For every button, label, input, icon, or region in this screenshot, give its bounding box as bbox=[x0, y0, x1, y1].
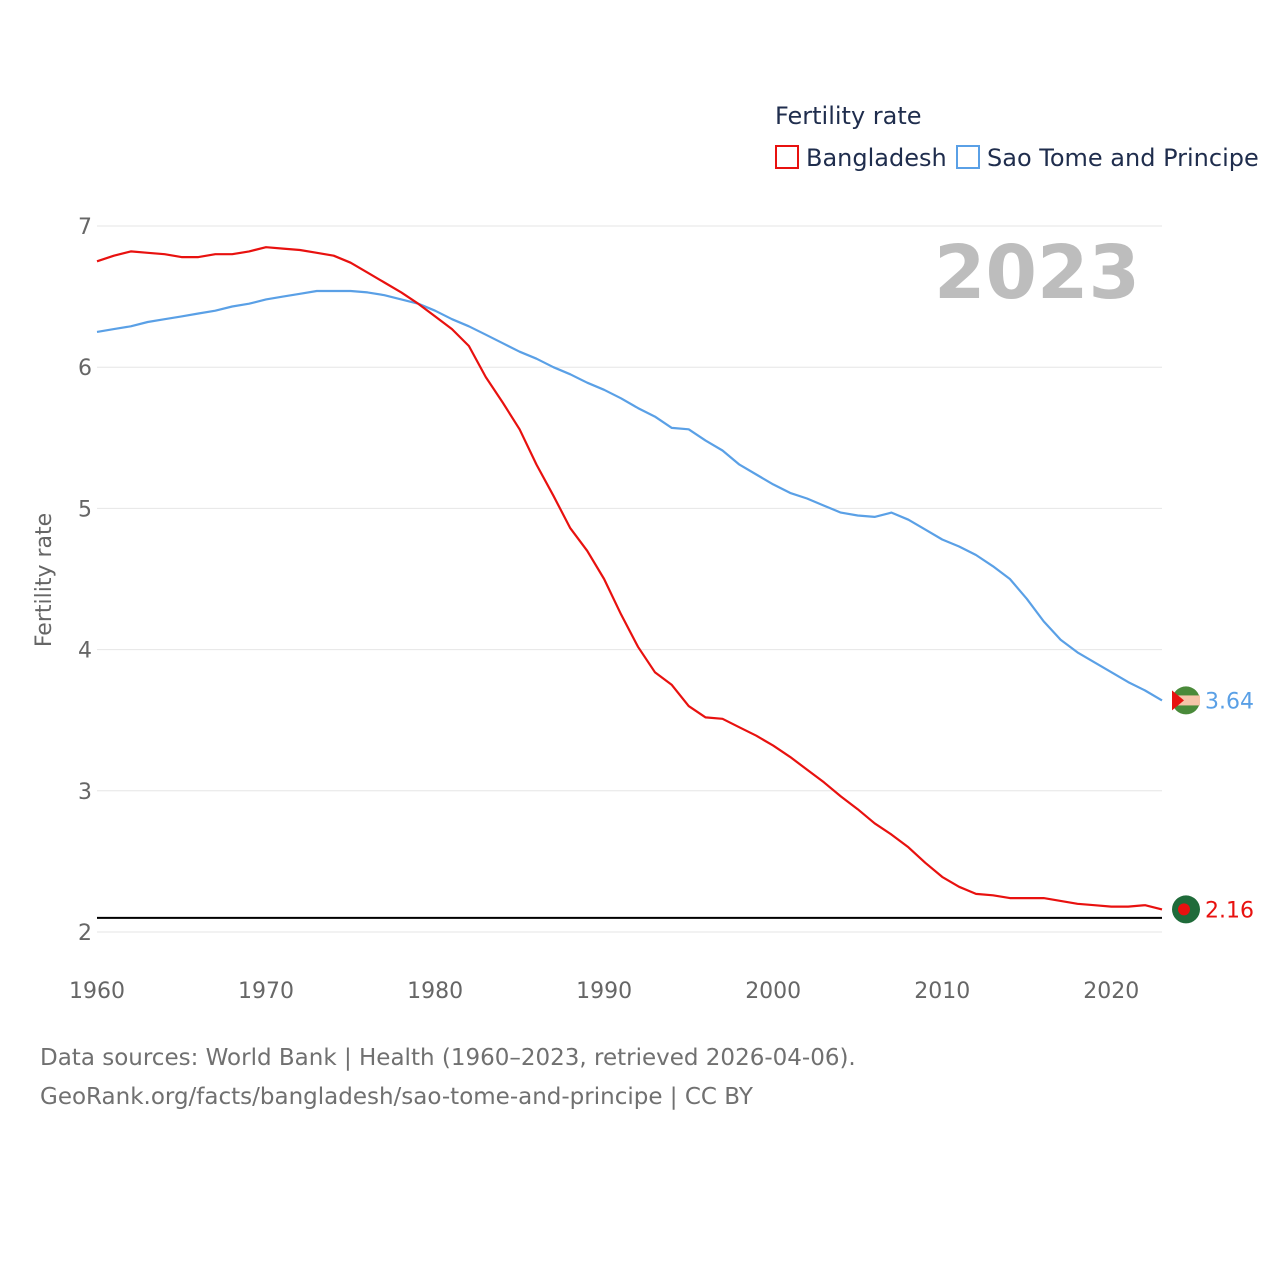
fertility-line-chart: Fertility rate Bangladesh Sao Tome and P… bbox=[32, 102, 1259, 1004]
end-markers: 3.64 2.16 bbox=[1172, 686, 1254, 924]
y-axis-label: Fertility rate bbox=[32, 513, 57, 647]
x-tick-labels: 1960 1970 1980 1990 2000 2010 2020 bbox=[69, 979, 1139, 1004]
y-tick-6: 6 bbox=[78, 356, 92, 381]
x-tick-1970: 1970 bbox=[238, 979, 294, 1004]
y-tick-7: 7 bbox=[78, 215, 92, 240]
x-tick-2010: 2010 bbox=[914, 979, 970, 1004]
legend-title: Fertility rate bbox=[775, 102, 922, 130]
series-lines bbox=[96, 246, 1163, 911]
flag-sao-tome-band bbox=[1172, 695, 1200, 706]
footer-attribution[interactable]: GeoRank.org/facts/bangladesh/sao-tome-an… bbox=[40, 1084, 753, 1110]
legend-swatch-bangladesh bbox=[775, 145, 799, 169]
series-line-sao-tome[interactable] bbox=[96, 289, 1163, 702]
gridlines bbox=[97, 225, 1162, 933]
x-tick-2000: 2000 bbox=[745, 979, 801, 1004]
x-tick-2020: 2020 bbox=[1083, 979, 1139, 1004]
y-tick-4: 4 bbox=[78, 639, 92, 664]
series-line-bangladesh[interactable] bbox=[96, 246, 1163, 911]
y-tick-labels: 2 3 4 5 6 7 bbox=[78, 215, 92, 946]
flag-marker-sao-tome bbox=[1172, 686, 1200, 715]
flag-sao-tome-triangle bbox=[1172, 690, 1184, 711]
x-tick-1990: 1990 bbox=[576, 979, 632, 1004]
y-tick-2: 2 bbox=[78, 921, 92, 946]
end-label-bangladesh: 2.16 bbox=[1205, 898, 1254, 923]
x-tick-1960: 1960 bbox=[69, 979, 125, 1004]
y-tick-5: 5 bbox=[78, 497, 92, 522]
flag-bangladesh-disc bbox=[1178, 903, 1190, 916]
y-tick-3: 3 bbox=[78, 780, 92, 805]
flag-marker-bangladesh bbox=[1172, 895, 1200, 924]
legend-label-bangladesh[interactable]: Bangladesh bbox=[806, 144, 947, 172]
footer-sources: Data sources: World Bank | Health (1960–… bbox=[40, 1045, 856, 1071]
x-tick-1980: 1980 bbox=[407, 979, 463, 1004]
end-label-sao-tome: 3.64 bbox=[1205, 689, 1254, 714]
legend-label-sao-tome[interactable]: Sao Tome and Principe bbox=[987, 144, 1259, 172]
year-watermark: 2023 bbox=[934, 230, 1140, 316]
legend-swatch-sao-tome bbox=[956, 145, 980, 169]
